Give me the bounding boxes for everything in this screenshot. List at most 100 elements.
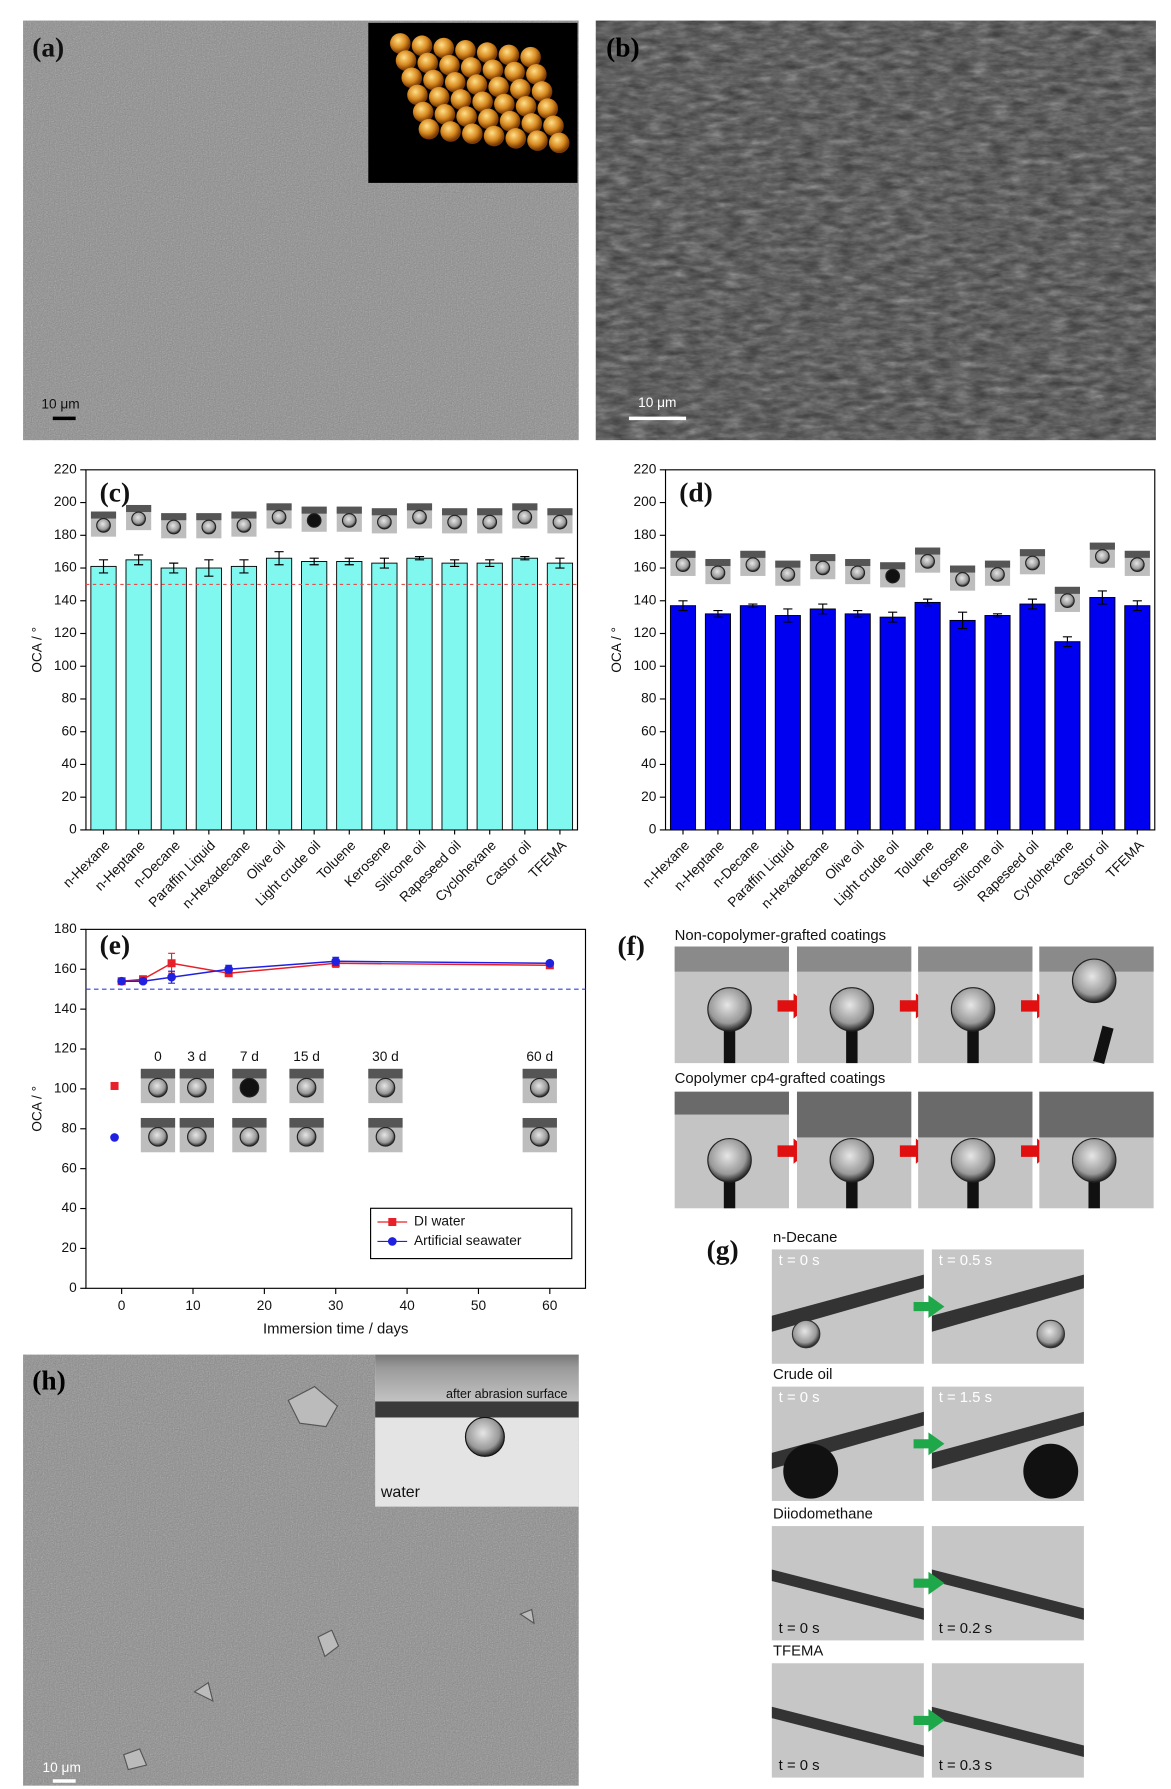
error-bar bbox=[520, 556, 530, 561]
panel-label: (a) bbox=[32, 33, 64, 63]
time-label: t = 0.5 s bbox=[939, 1253, 992, 1269]
drop-surface bbox=[126, 504, 152, 513]
drop bbox=[1094, 549, 1110, 564]
inset-label: 3 d bbox=[187, 1049, 206, 1064]
error-bar bbox=[957, 611, 968, 630]
y-tick-label: 120 bbox=[633, 625, 656, 640]
panel-label: (d) bbox=[679, 477, 713, 507]
afm-peak bbox=[483, 125, 505, 147]
drop bbox=[710, 565, 726, 581]
drop bbox=[187, 1077, 207, 1098]
error-bar bbox=[1027, 598, 1038, 610]
afm-peak bbox=[510, 78, 531, 100]
bar bbox=[1054, 641, 1081, 831]
inset-drop bbox=[464, 1416, 505, 1457]
drop-surface bbox=[232, 1117, 267, 1128]
afm-peak bbox=[478, 108, 499, 130]
needle bbox=[846, 1023, 858, 1064]
x-tick-label: 30 bbox=[328, 1298, 344, 1313]
drop bbox=[482, 514, 498, 530]
marker bbox=[388, 1218, 397, 1227]
drop-surface bbox=[232, 1068, 267, 1079]
frame-surface bbox=[674, 946, 789, 972]
row-title: Non-copolymer-grafted coatings bbox=[675, 928, 886, 944]
inset-caption: after abrasion surface bbox=[446, 1387, 568, 1401]
y-tick-label: 80 bbox=[641, 691, 657, 706]
drop-surface bbox=[775, 560, 801, 568]
drop bbox=[529, 1077, 550, 1098]
drop-surface bbox=[231, 511, 257, 519]
afm-peak bbox=[498, 44, 520, 66]
afm-peak bbox=[395, 50, 417, 71]
bar bbox=[984, 615, 1011, 831]
drop-surface bbox=[512, 503, 538, 511]
tilted-plate bbox=[931, 1706, 1084, 1757]
y-tick-label: 180 bbox=[54, 527, 77, 542]
y-tick-label: 40 bbox=[62, 756, 78, 771]
drop-surface bbox=[196, 513, 222, 521]
drop-surface bbox=[547, 508, 573, 516]
y-tick-label: 200 bbox=[633, 494, 656, 509]
marker bbox=[110, 1081, 119, 1090]
drop-surface bbox=[371, 508, 397, 516]
error-bar bbox=[309, 557, 319, 566]
drop bbox=[955, 572, 970, 587]
tilted-plate bbox=[771, 1569, 924, 1620]
y-tick-label: 100 bbox=[54, 658, 77, 673]
drop-surface bbox=[1054, 586, 1080, 594]
bar bbox=[90, 565, 117, 831]
error-bar bbox=[992, 613, 1003, 618]
scale-label: 10 μm bbox=[638, 395, 676, 410]
afm-peak bbox=[456, 106, 477, 127]
drop bbox=[271, 509, 287, 525]
drop bbox=[131, 511, 146, 527]
frame-surface bbox=[674, 1091, 789, 1115]
marker bbox=[387, 1237, 397, 1246]
drop-surface bbox=[915, 547, 941, 555]
inset-label: 0 bbox=[154, 1049, 162, 1064]
inset-label: 7 d bbox=[240, 1049, 259, 1064]
drop-surface bbox=[810, 554, 836, 562]
frame-surface bbox=[918, 1091, 1033, 1138]
x-tick-label: 50 bbox=[471, 1298, 487, 1313]
y-tick-label: 120 bbox=[54, 1041, 77, 1056]
drop bbox=[850, 565, 866, 581]
drop-surface bbox=[289, 1117, 324, 1128]
drop-surface bbox=[1124, 550, 1150, 558]
frame-surface bbox=[1039, 1091, 1154, 1138]
tilted-plate bbox=[771, 1706, 924, 1757]
error-bar bbox=[239, 559, 249, 574]
afm-peak bbox=[417, 52, 439, 74]
afm-peak bbox=[412, 101, 434, 123]
y-tick-label: 20 bbox=[62, 789, 78, 804]
bar bbox=[879, 616, 906, 831]
y-tick-label: 0 bbox=[69, 822, 77, 837]
marker bbox=[224, 964, 234, 974]
afm-peak bbox=[407, 84, 428, 106]
panel-a: (a) 10 μm bbox=[23, 20, 579, 441]
x-tick-label: 20 bbox=[257, 1298, 273, 1313]
panel-h: after abrasion surface water (h) 10 μm bbox=[23, 1354, 579, 1786]
drop-surface bbox=[161, 513, 187, 521]
drop-surface bbox=[1089, 542, 1115, 550]
bar bbox=[195, 567, 222, 831]
frame-surface bbox=[796, 1091, 912, 1138]
drop bbox=[745, 557, 761, 573]
particle bbox=[317, 1629, 340, 1658]
arrow bbox=[913, 1432, 945, 1456]
y-tick-label: 160 bbox=[633, 560, 656, 575]
drop bbox=[950, 987, 996, 1032]
drop-surface bbox=[140, 1068, 176, 1079]
x-tick-label: 10 bbox=[185, 1298, 201, 1313]
bar bbox=[704, 613, 731, 831]
needle bbox=[1093, 1025, 1114, 1064]
error-bar bbox=[1062, 636, 1072, 648]
afm-peak bbox=[423, 69, 444, 91]
drop bbox=[829, 1137, 875, 1183]
drop bbox=[950, 1137, 996, 1183]
drop-surface bbox=[880, 562, 906, 570]
arrow bbox=[913, 1295, 945, 1319]
error-bar bbox=[169, 562, 179, 574]
needle bbox=[967, 1023, 979, 1064]
arrow bbox=[913, 1571, 945, 1595]
